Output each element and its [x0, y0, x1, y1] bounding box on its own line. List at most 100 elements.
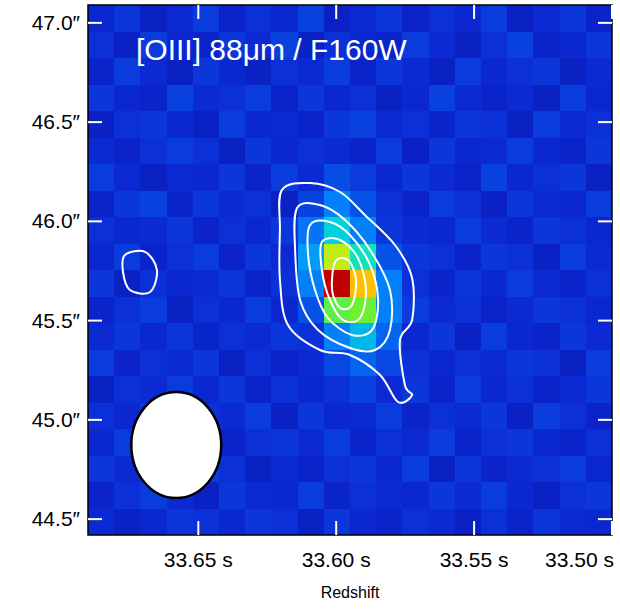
contour: [332, 258, 356, 309]
contour: [122, 251, 157, 294]
heatmap-cell: [507, 429, 534, 456]
heatmap-cell: [245, 429, 272, 456]
heatmap-cell: [167, 138, 194, 165]
heatmap-cell: [193, 323, 220, 350]
heatmap-cell: [429, 244, 456, 271]
heatmap-cell: [455, 403, 482, 430]
heatmap-cell: [140, 85, 167, 112]
heatmap-cell: [167, 191, 194, 218]
x-tick-label: 33.65 s: [164, 548, 233, 571]
heatmap-cell: [586, 191, 612, 218]
heatmap-cell: [324, 138, 351, 165]
heatmap-cell: [533, 403, 560, 430]
heatmap-cell: [586, 244, 612, 271]
heatmap-cell: [481, 164, 508, 191]
heatmap-cell: [88, 5, 115, 32]
heatmap-cell: [114, 482, 141, 509]
heatmap-cell: [219, 403, 246, 430]
heatmap-cell: [507, 5, 534, 32]
heatmap-cell: [167, 5, 194, 32]
heatmap-cell: [429, 85, 456, 112]
heatmap-cell: [376, 111, 403, 138]
heatmap-cell: [167, 85, 194, 112]
heatmap-cell: [298, 138, 325, 165]
heatmap-cell: [219, 270, 246, 297]
heatmap-cell: [114, 85, 141, 112]
heatmap-cell: [455, 164, 482, 191]
heatmap-cell: [560, 376, 587, 403]
heatmap-cell: [586, 138, 612, 165]
heatmap-cell: [219, 297, 246, 324]
heatmap-cell: [402, 270, 429, 297]
heatmap-cell: [586, 32, 612, 59]
heatmap-cell: [481, 350, 508, 377]
heatmap-cell: [455, 111, 482, 138]
heatmap-cell: [507, 138, 534, 165]
heatmap-cell: [455, 297, 482, 324]
y-tick-label: 45.0″: [32, 408, 81, 431]
heatmap-cell: [88, 297, 115, 324]
heatmap-cell: [507, 350, 534, 377]
y-tick: [88, 320, 102, 322]
heatmap-cell: [586, 323, 612, 350]
heatmap-cell: [455, 456, 482, 483]
heatmap-cell: [481, 429, 508, 456]
y-tick: [88, 518, 102, 520]
heatmap-cell: [560, 509, 587, 536]
heatmap-cell: [245, 509, 272, 536]
heatmap-cell: [324, 456, 351, 483]
heatmap-cell: [376, 85, 403, 112]
contour: [279, 183, 414, 403]
heatmap-cell: [350, 509, 377, 536]
heatmap-cell: [481, 403, 508, 430]
heatmap-cell: [245, 111, 272, 138]
heatmap-cell: [533, 217, 560, 244]
heatmap-cell: [271, 403, 298, 430]
heatmap-cell: [324, 376, 351, 403]
heatmap-cell: [219, 244, 246, 271]
heatmap-cell: [455, 350, 482, 377]
heatmap-cell: [429, 111, 456, 138]
heatmap-cell: [560, 270, 587, 297]
heatmap-cell: [114, 164, 141, 191]
heatmap-cell: [245, 217, 272, 244]
x-tick-label: 33.55 s: [440, 548, 509, 571]
heatmap-cell: [219, 5, 246, 32]
heatmap-cell: [429, 482, 456, 509]
heatmap-cell: [245, 297, 272, 324]
heatmap-cell: [114, 244, 141, 271]
heatmap-cell: [429, 350, 456, 377]
heatmap-cell: [271, 191, 298, 218]
heatmap-cell: [560, 482, 587, 509]
heatmap-cell: [324, 403, 351, 430]
heatmap-cell: [271, 482, 298, 509]
contour: [294, 203, 392, 352]
heatmap-cell: [481, 138, 508, 165]
x-tick: [197, 5, 199, 19]
heatmap-cell: [560, 217, 587, 244]
heatmap-cell: [560, 323, 587, 350]
heatmap-cell: [455, 244, 482, 271]
heatmap-cell: [507, 376, 534, 403]
heatmap-cell: [533, 244, 560, 271]
heatmap-cell: [560, 85, 587, 112]
heatmap-cell: [586, 482, 612, 509]
y-tick: [598, 220, 612, 222]
heatmap-cell: [324, 509, 351, 536]
heatmap-cell: [88, 244, 115, 271]
heatmap-cell: [350, 164, 377, 191]
heatmap-cell: [402, 191, 429, 218]
heatmap-cell: [350, 350, 377, 377]
heatmap-cell: [167, 509, 194, 536]
heatmap-cell: [481, 244, 508, 271]
heatmap-cell: [140, 509, 167, 536]
heatmap-cell: [88, 111, 115, 138]
heatmap-cell: [533, 270, 560, 297]
title: [OIII] 88μm / F160W: [136, 33, 407, 66]
heatmap-cell: [402, 164, 429, 191]
heatmap-cell: [324, 85, 351, 112]
heatmap-cell: [533, 323, 560, 350]
heatmap-cell: [298, 403, 325, 430]
heatmap-cell: [114, 217, 141, 244]
heatmap-cell: [402, 297, 429, 324]
